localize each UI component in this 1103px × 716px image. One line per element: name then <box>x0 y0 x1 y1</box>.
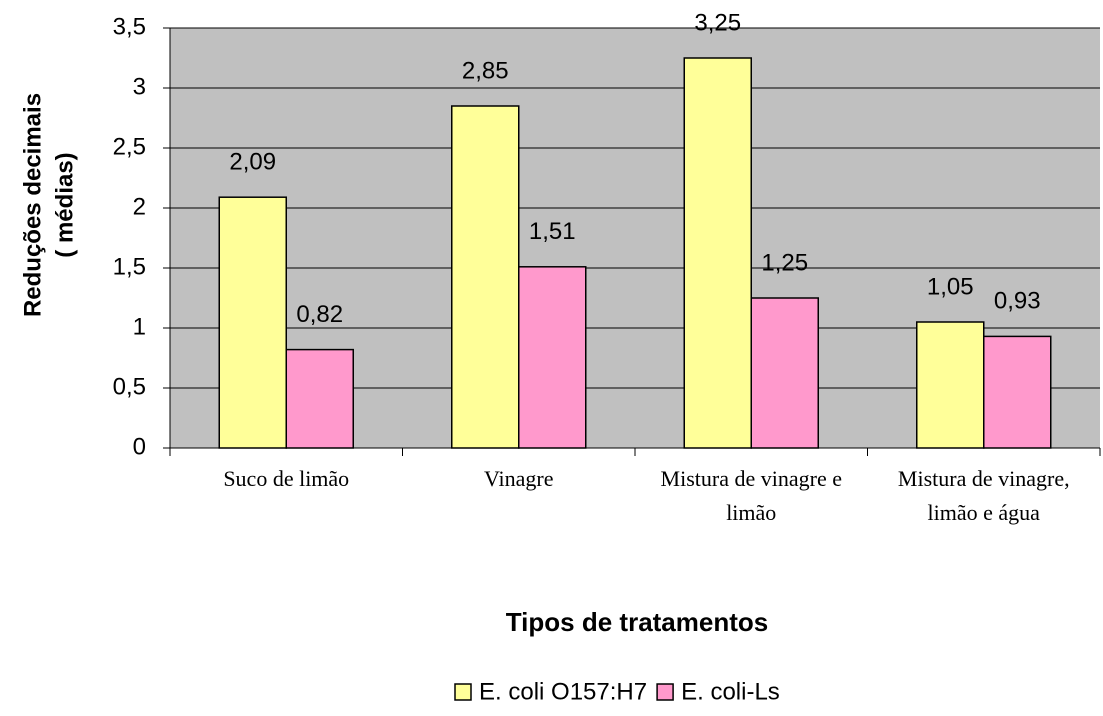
bar <box>218 196 287 449</box>
bar <box>750 297 819 449</box>
x-tick-label: Suco de limão <box>223 466 350 491</box>
y-tick-label: 3 <box>133 73 146 100</box>
data-label: 0,82 <box>296 301 343 328</box>
bar <box>285 348 354 449</box>
data-label: 2,09 <box>229 149 276 176</box>
data-label: 0,93 <box>994 288 1041 315</box>
data-label: 1,25 <box>761 249 808 276</box>
x-tick-label: Mistura de vinagre e limão <box>660 466 842 525</box>
legend-swatch <box>454 683 472 701</box>
bar <box>683 57 752 449</box>
y-tick-label: 1 <box>133 313 146 340</box>
x-tick-label-box: Mistura de vinagre e limão <box>660 466 842 525</box>
x-tick-label-box: Vinagre <box>483 466 554 491</box>
legend-swatch <box>656 683 674 701</box>
data-label: 2,85 <box>462 57 509 84</box>
data-label: 1,51 <box>529 218 576 245</box>
bar <box>451 105 520 449</box>
legend-label: E. coli O157:H7 <box>479 678 647 705</box>
y-axis-title: Reduções decimais <box>19 93 46 317</box>
y-tick-label: 2 <box>133 193 146 220</box>
legend-label: E. coli-Ls <box>681 678 780 705</box>
y-tick-label: 1,5 <box>113 253 146 280</box>
bar <box>983 335 1052 449</box>
x-tick-label: Mistura de vinagre, limão e água <box>897 466 1070 525</box>
y-tick-label: 0 <box>133 433 146 460</box>
x-tick-label-box: Suco de limão <box>223 466 350 491</box>
x-axis-title: Tipos de tratamentos <box>506 607 768 637</box>
y-tick-label: 3,5 <box>113 13 146 40</box>
bar <box>518 266 587 449</box>
bar <box>916 321 985 449</box>
x-tick-label: Vinagre <box>483 466 554 491</box>
y-tick-label: 0,5 <box>113 373 146 400</box>
x-tick-label-box: Mistura de vinagre, limão e água <box>897 466 1070 525</box>
y-tick-label: 2,5 <box>113 133 146 160</box>
data-label: 3,25 <box>694 9 741 36</box>
y-axis-title: ( médias) <box>51 152 78 257</box>
data-label: 1,05 <box>927 273 974 300</box>
